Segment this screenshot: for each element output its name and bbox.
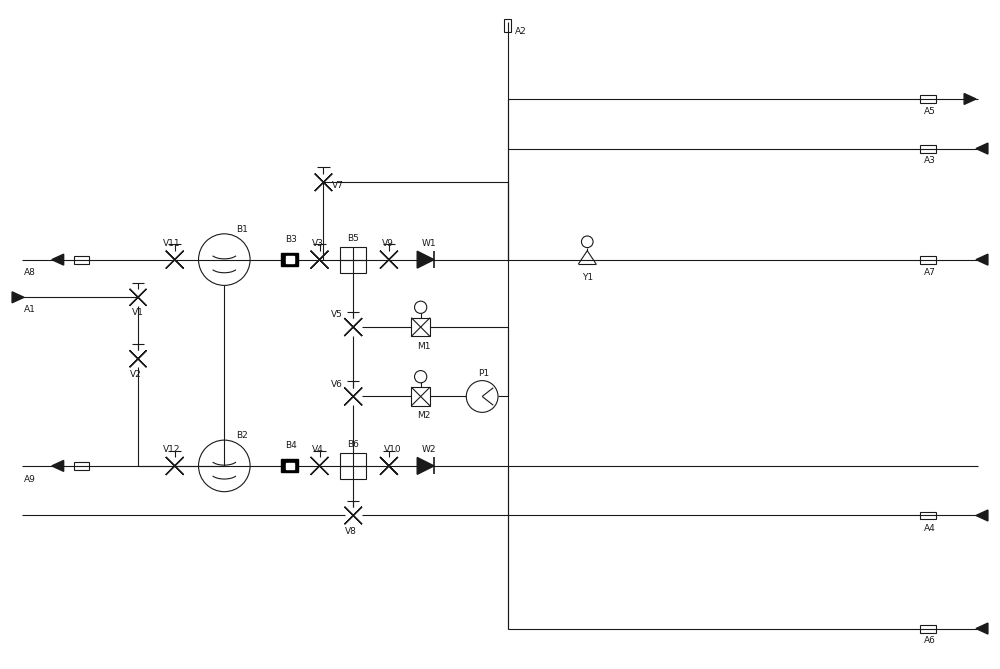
Text: B6: B6 xyxy=(347,440,359,449)
Text: A8: A8 xyxy=(24,268,36,278)
Polygon shape xyxy=(166,457,184,466)
Polygon shape xyxy=(52,460,64,472)
Polygon shape xyxy=(344,327,362,336)
Bar xyxy=(74,256,89,264)
Bar xyxy=(920,95,936,103)
Polygon shape xyxy=(130,351,146,359)
Bar xyxy=(920,512,936,519)
Text: A7: A7 xyxy=(923,268,935,278)
Polygon shape xyxy=(311,457,328,466)
Polygon shape xyxy=(976,254,988,265)
Text: V2: V2 xyxy=(130,370,142,379)
Text: A2: A2 xyxy=(515,27,527,35)
Text: A4: A4 xyxy=(923,524,935,533)
Text: A1: A1 xyxy=(24,305,36,314)
Text: Y1: Y1 xyxy=(582,274,593,282)
Polygon shape xyxy=(130,359,146,367)
Text: V7: V7 xyxy=(332,181,344,190)
Polygon shape xyxy=(130,289,146,297)
Polygon shape xyxy=(417,251,434,268)
Text: V8: V8 xyxy=(345,527,357,537)
Polygon shape xyxy=(166,251,184,260)
Text: V6: V6 xyxy=(331,379,343,389)
Polygon shape xyxy=(380,260,398,268)
Text: V11: V11 xyxy=(163,239,180,248)
Polygon shape xyxy=(52,254,64,265)
Bar xyxy=(411,387,430,406)
Text: V5: V5 xyxy=(331,310,343,319)
Polygon shape xyxy=(380,251,398,260)
Bar xyxy=(340,453,366,479)
Text: V9: V9 xyxy=(382,239,394,248)
Text: V1: V1 xyxy=(132,308,144,317)
Bar xyxy=(281,460,298,472)
Text: V12: V12 xyxy=(163,445,180,454)
Text: B4: B4 xyxy=(285,441,297,450)
Polygon shape xyxy=(166,260,184,268)
Polygon shape xyxy=(12,292,24,303)
Polygon shape xyxy=(964,94,976,104)
Bar xyxy=(920,145,936,153)
Polygon shape xyxy=(315,182,332,191)
Polygon shape xyxy=(130,297,146,306)
Polygon shape xyxy=(345,506,362,516)
Text: V3: V3 xyxy=(312,239,323,248)
Text: B2: B2 xyxy=(236,431,248,440)
Bar xyxy=(286,256,294,263)
Polygon shape xyxy=(311,260,328,268)
Text: W1: W1 xyxy=(422,239,436,248)
Polygon shape xyxy=(311,466,328,475)
Bar xyxy=(281,253,298,266)
Bar xyxy=(340,247,366,272)
Bar xyxy=(920,256,936,264)
Text: A5: A5 xyxy=(923,107,935,116)
Text: V10: V10 xyxy=(384,445,402,454)
Polygon shape xyxy=(417,458,434,474)
Text: W2: W2 xyxy=(422,445,436,454)
Bar xyxy=(411,318,430,337)
Polygon shape xyxy=(345,516,362,524)
Polygon shape xyxy=(976,623,988,634)
Polygon shape xyxy=(311,251,328,260)
Text: B5: B5 xyxy=(347,233,359,243)
Polygon shape xyxy=(380,457,398,466)
Text: A3: A3 xyxy=(923,157,935,165)
Bar xyxy=(74,462,89,470)
Polygon shape xyxy=(166,466,184,475)
Bar xyxy=(504,19,511,32)
Text: B1: B1 xyxy=(236,225,248,234)
Text: M1: M1 xyxy=(417,342,430,351)
Text: A9: A9 xyxy=(24,475,36,484)
Text: A6: A6 xyxy=(923,636,935,646)
Polygon shape xyxy=(976,143,988,154)
Polygon shape xyxy=(976,510,988,521)
Polygon shape xyxy=(344,397,362,405)
Text: P1: P1 xyxy=(478,369,489,378)
Polygon shape xyxy=(344,318,362,327)
Bar xyxy=(920,625,936,632)
Text: B3: B3 xyxy=(285,235,297,244)
Bar xyxy=(286,463,294,469)
Text: M2: M2 xyxy=(417,411,430,420)
Polygon shape xyxy=(344,387,362,397)
Text: V4: V4 xyxy=(312,445,323,454)
Polygon shape xyxy=(315,173,332,182)
Polygon shape xyxy=(380,466,398,475)
